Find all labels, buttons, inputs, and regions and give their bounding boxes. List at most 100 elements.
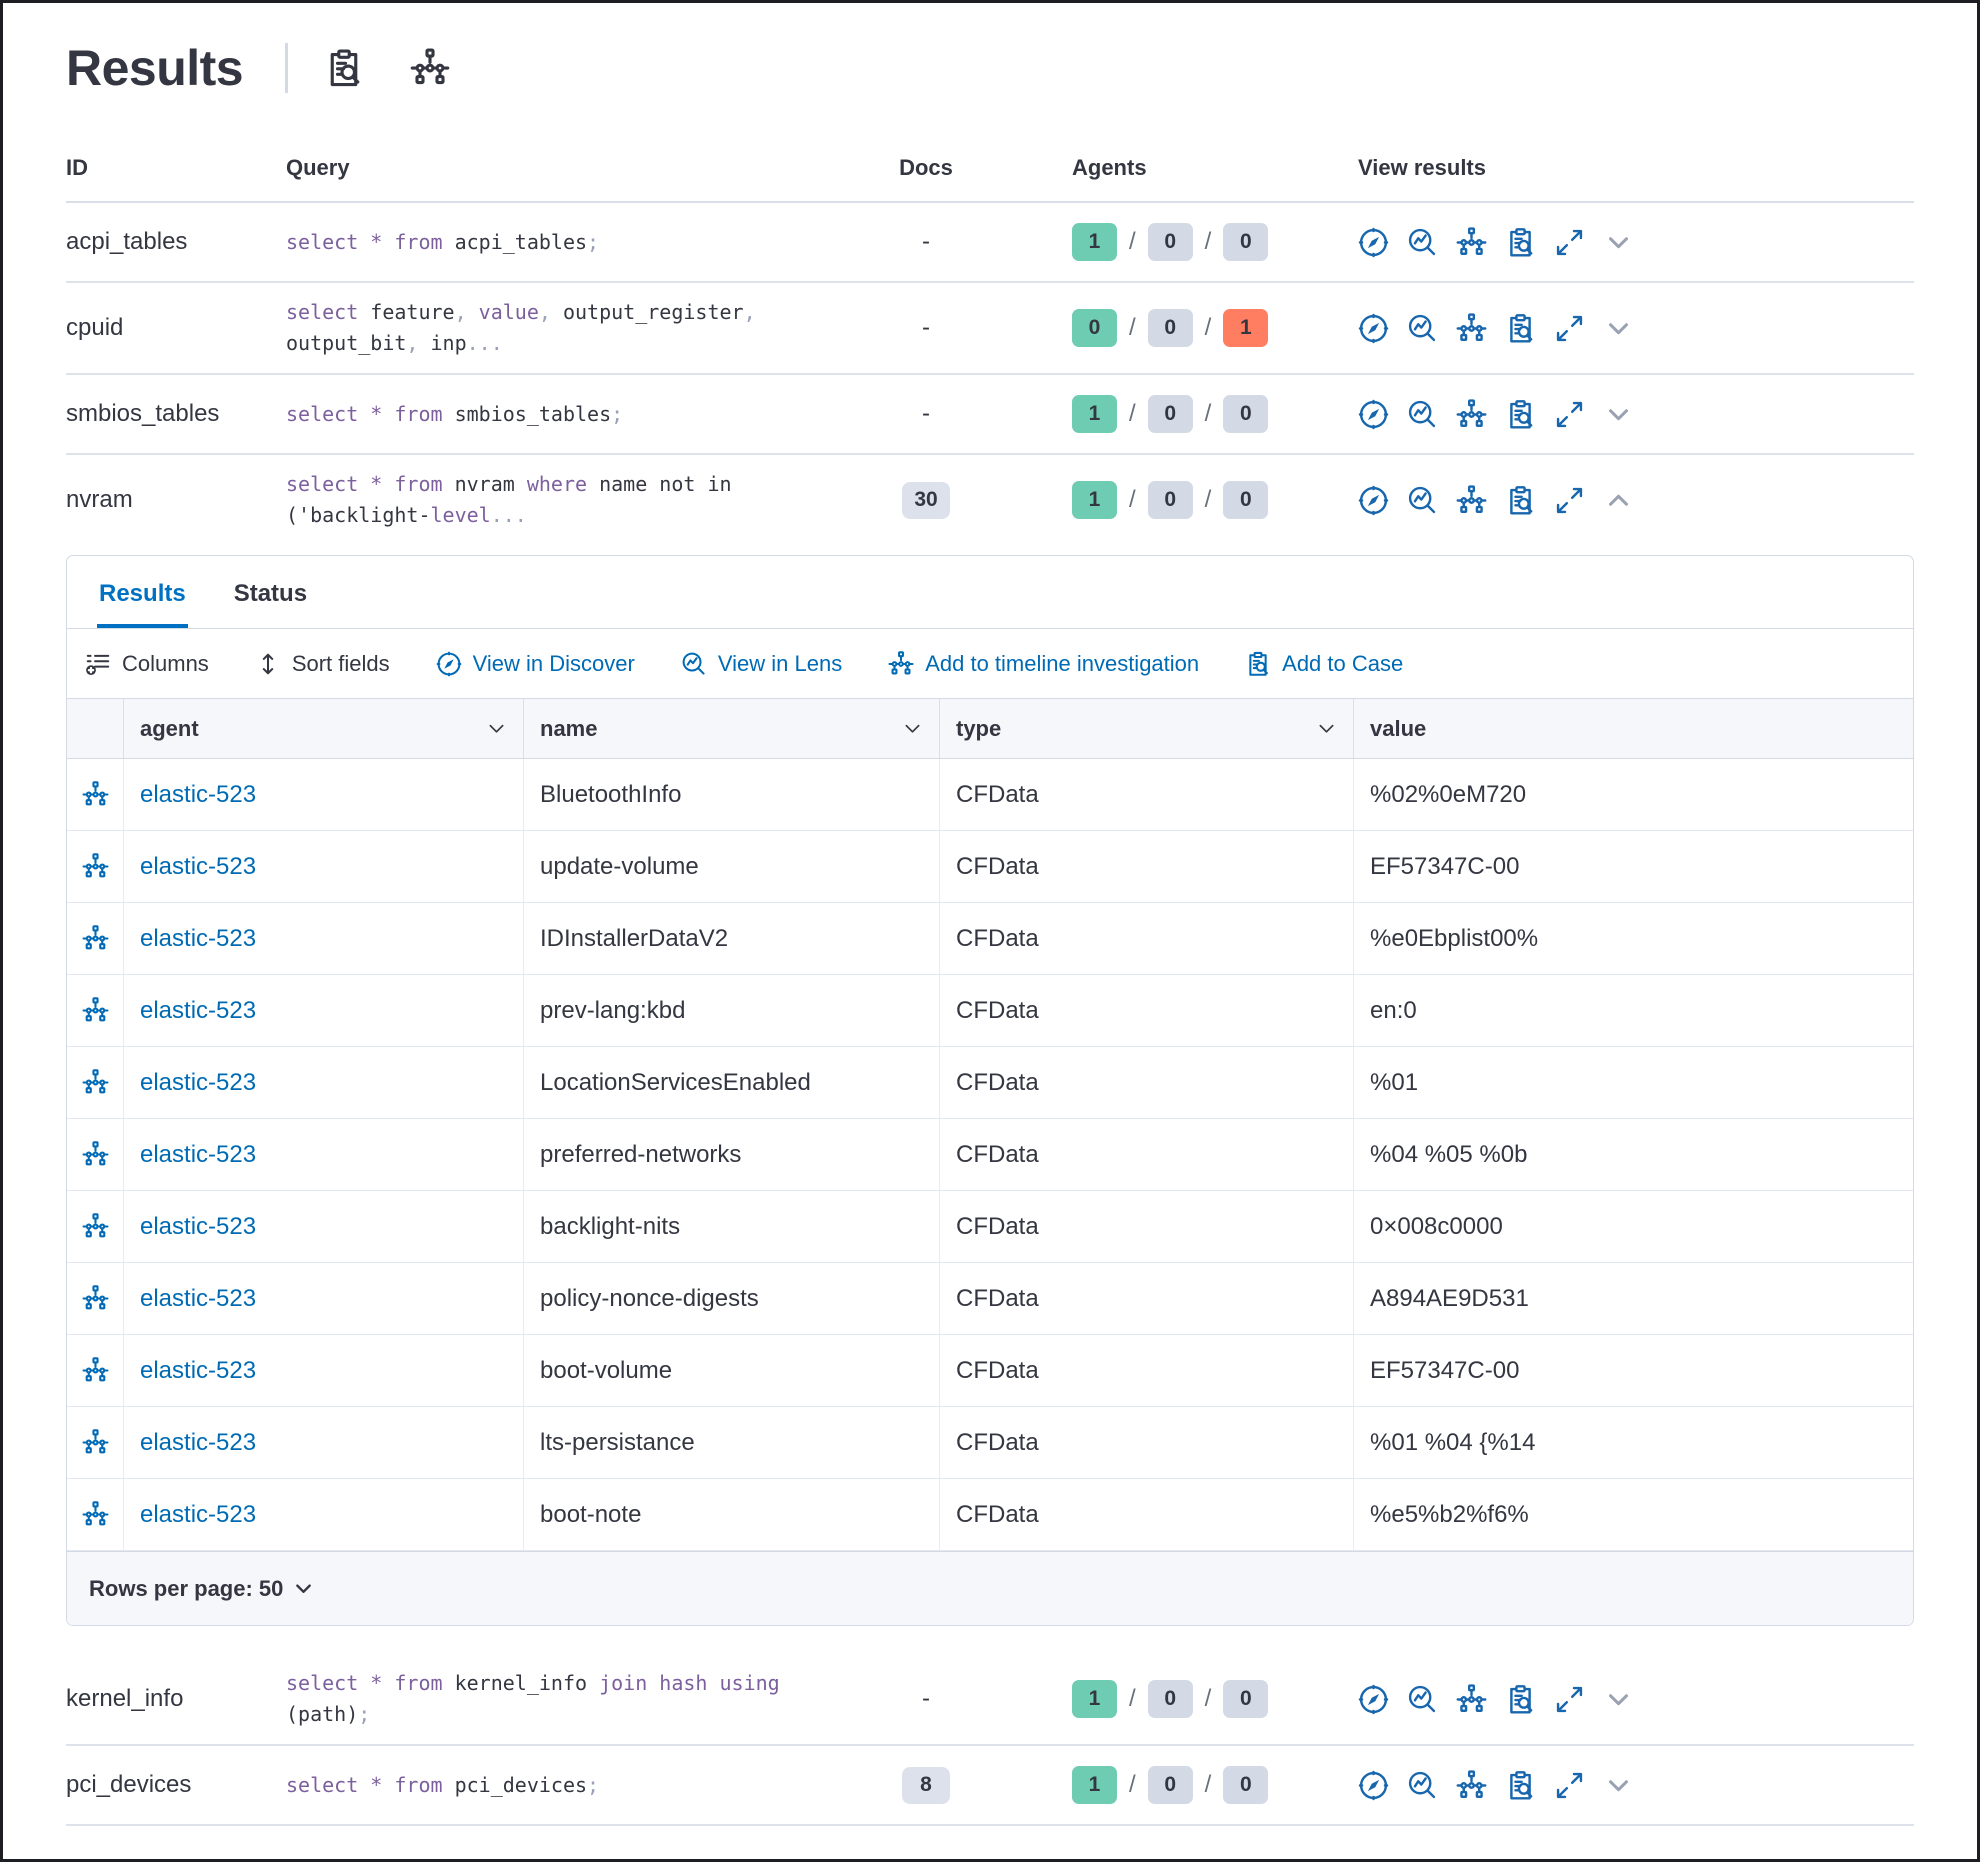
chevron-down-icon[interactable]	[293, 1578, 314, 1599]
timeline-icon[interactable]	[81, 997, 109, 1024]
sql-segment: ,	[406, 331, 419, 355]
view-in-lens-button[interactable]: View in Lens	[681, 651, 842, 677]
expand-results-button[interactable]	[1554, 399, 1585, 430]
timeline-icon[interactable]	[81, 781, 109, 808]
type-cell: CFData	[939, 1335, 1353, 1406]
columns-button[interactable]: Columns	[85, 651, 209, 677]
add-to-case-button[interactable]	[1505, 485, 1536, 516]
agent-link[interactable]: elastic-523	[140, 1068, 257, 1096]
timeline-icon[interactable]	[81, 1285, 109, 1312]
tab-results[interactable]: Results	[97, 580, 188, 628]
timeline-icon[interactable]	[81, 1141, 109, 1168]
expand-results-button[interactable]	[1554, 1770, 1585, 1801]
view-in-discover-button[interactable]	[1358, 399, 1389, 430]
expand-results-icon	[1554, 1684, 1585, 1715]
rows-per-page-button[interactable]: Rows per page: 50	[89, 1575, 284, 1601]
add-to-case-button[interactable]	[1505, 313, 1536, 344]
grid-column-agent[interactable]: agent	[123, 699, 523, 758]
add-to-timeline-button[interactable]	[1456, 398, 1487, 430]
timeline-icon[interactable]	[81, 1429, 109, 1456]
expand-results-button[interactable]	[1554, 313, 1585, 344]
grid-column-type[interactable]: type	[939, 699, 1353, 758]
view-in-discover-button[interactable]	[1358, 227, 1389, 258]
add-to-timeline-icon	[1456, 226, 1487, 258]
agent-cell: elastic-523	[123, 1407, 523, 1478]
agent-link[interactable]: elastic-523	[140, 1212, 257, 1240]
view-in-discover-button[interactable]	[1358, 1684, 1389, 1715]
add-to-timeline-button[interactable]	[1456, 484, 1487, 516]
view-in-lens-button[interactable]	[1407, 1770, 1438, 1801]
tab-status[interactable]: Status	[233, 580, 308, 607]
add-to-case-button[interactable]	[1505, 399, 1536, 430]
chevron-down-icon	[1316, 718, 1337, 739]
agent-count-badge-gray: 0	[1223, 481, 1269, 519]
sql-segment: ...	[466, 331, 503, 355]
view-in-discover-label: View in Discover	[472, 650, 635, 676]
add-to-timeline-button[interactable]: Add to timeline investigation	[888, 651, 1199, 677]
view-in-lens-button[interactable]	[1407, 1684, 1438, 1715]
timeline-icon[interactable]	[81, 1213, 109, 1240]
view-in-lens-button[interactable]	[1407, 227, 1438, 258]
timeline-icon[interactable]	[81, 1501, 109, 1528]
query-id: acpi_tables	[66, 228, 188, 255]
agent-link[interactable]: elastic-523	[140, 780, 257, 808]
agent-link[interactable]: elastic-523	[140, 924, 257, 952]
queries-table-header: ID Query Docs Agents View results	[66, 137, 1914, 203]
agent-cell: elastic-523	[123, 1335, 523, 1406]
view-in-lens-button[interactable]	[1407, 399, 1438, 430]
add-to-case-button[interactable]: Add to Case	[1245, 651, 1403, 677]
expand-results-button[interactable]	[1554, 227, 1585, 258]
result-row: elastic-523 LocationServicesEnabled CFData…	[67, 1047, 1913, 1119]
view-in-discover-button[interactable]	[1358, 1770, 1389, 1801]
agent-link[interactable]: elastic-523	[140, 1356, 257, 1384]
add-to-timeline-button[interactable]	[1456, 1683, 1487, 1715]
grid-column-name[interactable]: name	[523, 699, 939, 758]
agents-cell: 1 / 0 / 0	[1006, 395, 1306, 433]
view-in-discover-button[interactable]	[1358, 485, 1389, 516]
view-in-lens-button[interactable]	[1407, 485, 1438, 516]
view-in-lens-button[interactable]	[1407, 313, 1438, 344]
sql-segment: output_bit	[286, 331, 407, 355]
expand-row-button[interactable]	[1605, 401, 1632, 428]
expand-results-button[interactable]	[1554, 485, 1585, 516]
agent-count-badge-green: 1	[1072, 1766, 1117, 1804]
query-id: pci_devices	[66, 1771, 192, 1798]
agent-link[interactable]: elastic-523	[140, 852, 257, 880]
add-to-timeline-button[interactable]	[1456, 1769, 1487, 1801]
add-to-case-button[interactable]	[1505, 1684, 1536, 1715]
collapse-row-button[interactable]	[1605, 487, 1632, 514]
view-in-discover-button[interactable]	[1358, 313, 1389, 344]
timeline-icon[interactable]	[81, 1069, 109, 1096]
results-grid-header: agent name type value	[67, 699, 1913, 759]
expand-row-button[interactable]	[1605, 1772, 1632, 1799]
timeline-icon[interactable]	[81, 1357, 109, 1384]
add-to-timeline-button[interactable]	[1456, 312, 1487, 344]
timeline-icon[interactable]	[81, 853, 109, 880]
expand-row-button[interactable]	[1605, 229, 1632, 256]
agent-link[interactable]: elastic-523	[140, 1140, 257, 1168]
agent-link[interactable]: elastic-523	[140, 1500, 257, 1528]
agent-link[interactable]: elastic-523	[140, 1284, 257, 1312]
add-to-case-button[interactable]	[1505, 1770, 1536, 1801]
query-row: nvram select * from nvram where name not …	[66, 455, 1914, 545]
expand-results-button[interactable]	[1554, 1684, 1585, 1715]
query-row: pci_devices select * from pci_devices; 8 1/…	[66, 1746, 1914, 1826]
agent-count-badge-gray: 0	[1223, 395, 1269, 433]
expand-row-button[interactable]	[1605, 315, 1632, 342]
view-results-cell	[1306, 484, 1914, 516]
grid-column-value[interactable]: value	[1353, 699, 1913, 758]
view-in-discover-button[interactable]: View in Discover	[436, 651, 635, 677]
agent-link[interactable]: elastic-523	[140, 996, 257, 1024]
view-in-discover-icon	[1358, 1770, 1389, 1801]
sql-segment: level	[430, 503, 491, 527]
agent-link[interactable]: elastic-523	[140, 1428, 257, 1456]
expand-row-button[interactable]	[1605, 1686, 1632, 1713]
result-row: elastic-523 boot-volume CFData EF57347C-00	[67, 1335, 1913, 1407]
sort-fields-button[interactable]: Sort fields	[255, 651, 390, 677]
timeline-icon[interactable]	[81, 925, 109, 952]
add-to-timeline-button[interactable]	[1456, 226, 1487, 258]
query-rows-bottom: kernel_info select * from kernel_info joi…	[66, 1654, 1914, 1826]
add-to-case-button[interactable]	[1505, 227, 1536, 258]
type-cell: CFData	[939, 1407, 1353, 1478]
